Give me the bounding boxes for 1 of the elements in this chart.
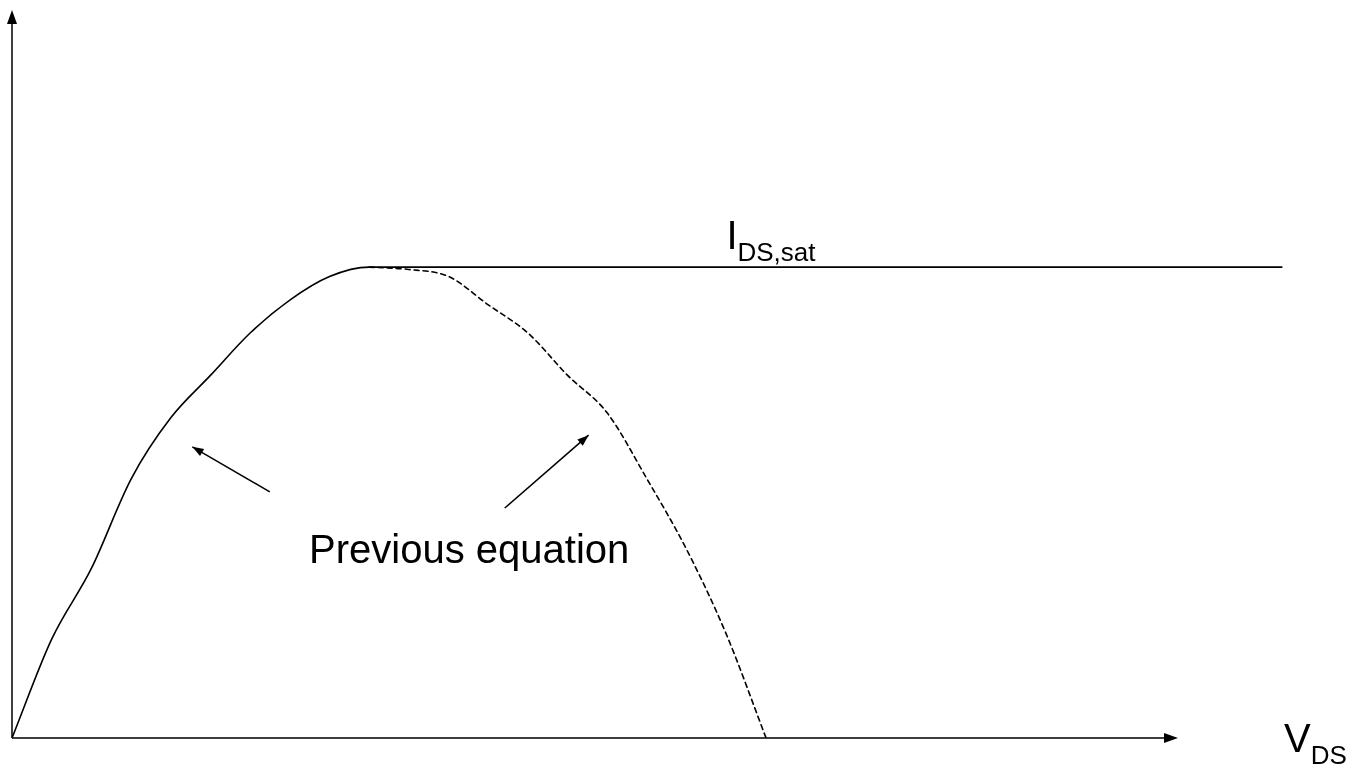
annotation: Previous equation xyxy=(309,527,630,572)
